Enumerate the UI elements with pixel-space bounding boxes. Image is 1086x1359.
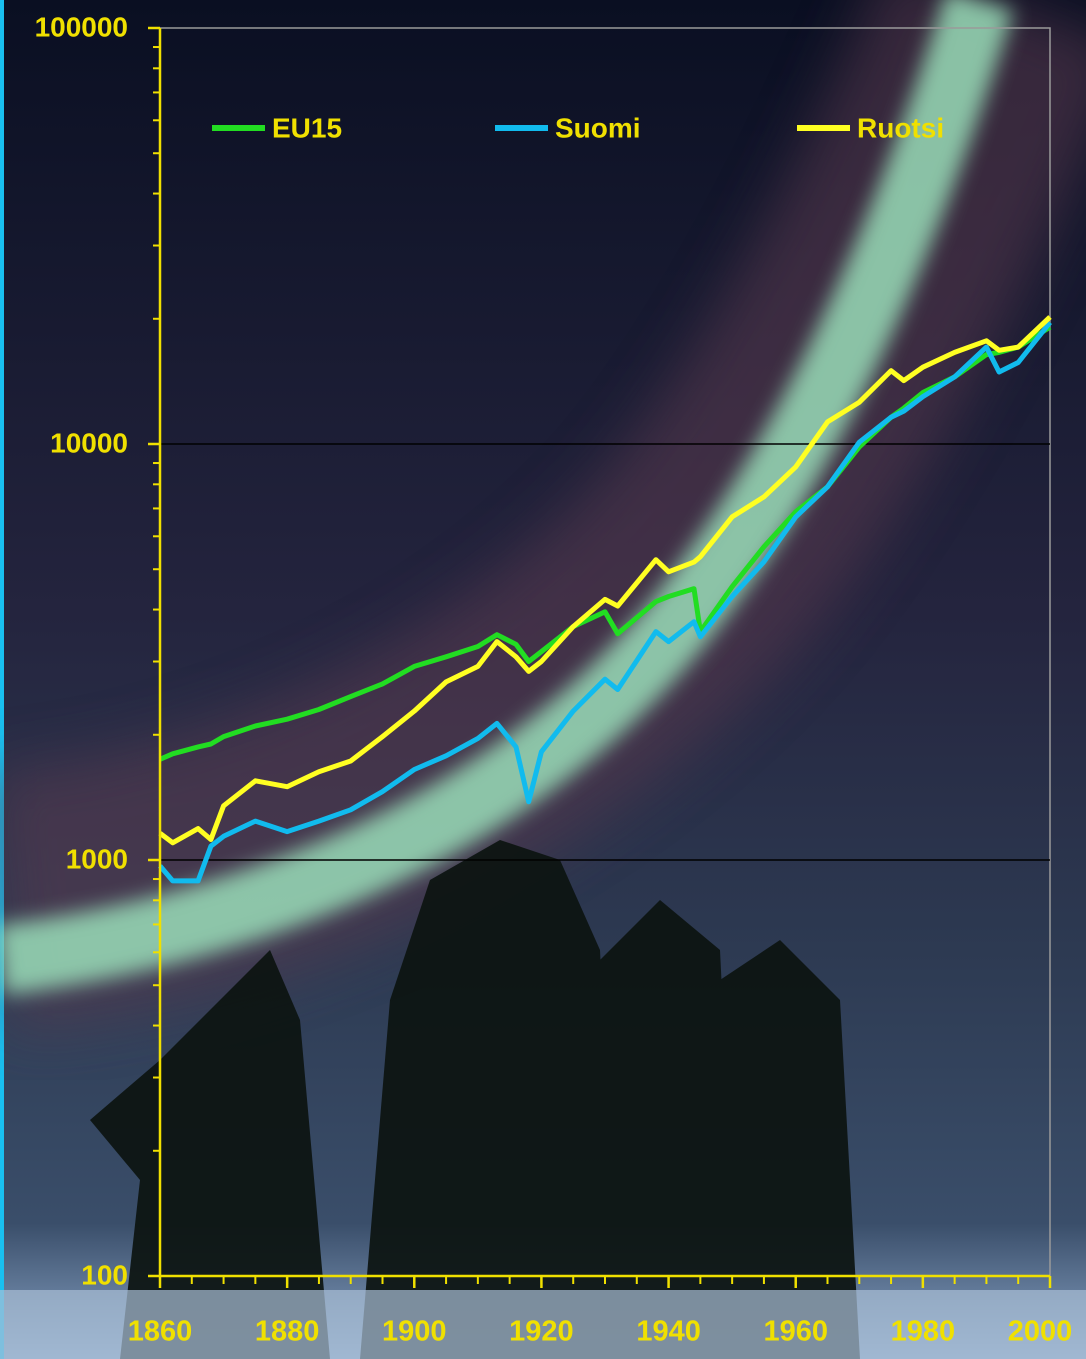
- left-border: [0, 0, 4, 1359]
- x-tick-label: 1860: [128, 1316, 193, 1348]
- legend-label: Suomi: [555, 112, 641, 143]
- trees: [90, 840, 860, 1359]
- snow: [0, 1290, 1086, 1359]
- y-tick-label: 10000: [50, 427, 128, 458]
- x-tick-label: 1880: [255, 1316, 320, 1348]
- x-tick-label: 1940: [636, 1316, 701, 1348]
- y-tick-label: 100000: [35, 11, 128, 42]
- y-tick-label: 100: [81, 1259, 128, 1290]
- legend-label: EU15: [272, 112, 342, 143]
- aurora-band: [0, 0, 1014, 995]
- series-line: [158, 315, 1052, 846]
- legend-label: Ruotsi: [857, 112, 944, 143]
- y-tick-label: 1000: [66, 843, 128, 874]
- series-line: [158, 320, 1052, 884]
- x-tick-label: 1960: [763, 1316, 828, 1348]
- x-tick-label: 1980: [891, 1316, 956, 1348]
- x-tick-label: 1920: [509, 1316, 574, 1348]
- x-tick-label: 2000: [1008, 1316, 1073, 1348]
- x-tick-label: 1900: [382, 1316, 447, 1348]
